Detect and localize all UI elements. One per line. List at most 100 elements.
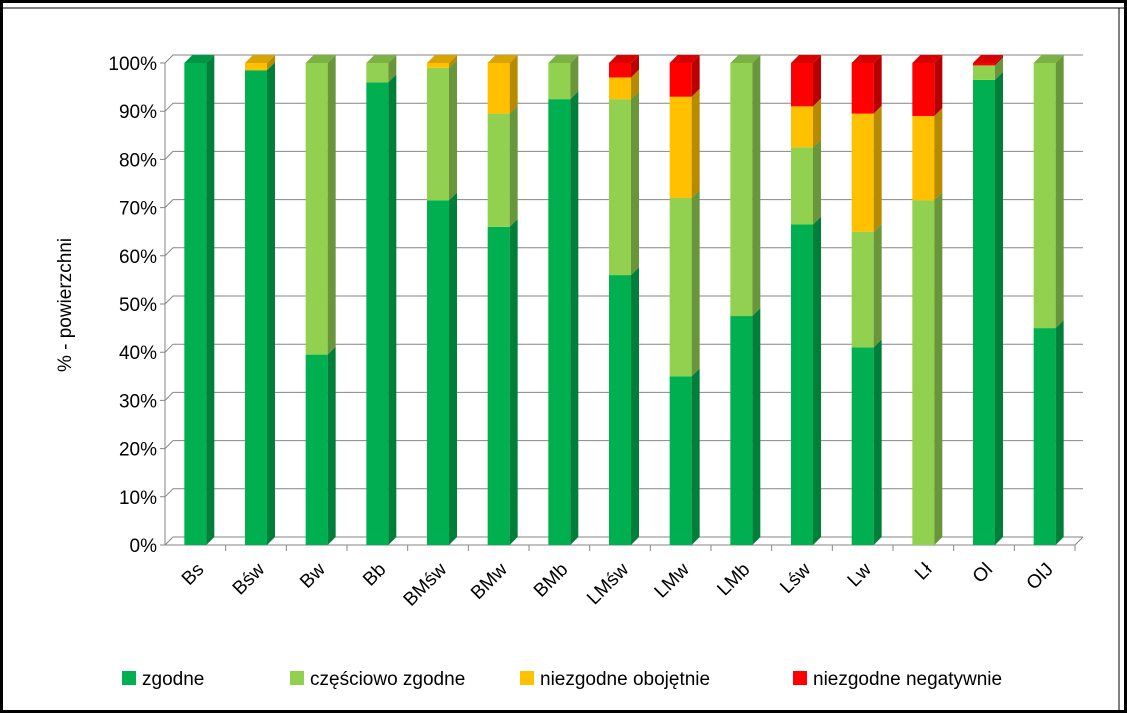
legend-swatch	[520, 671, 534, 685]
bar-segment	[427, 63, 449, 68]
bar-side	[570, 91, 579, 546]
bar-side	[691, 368, 700, 545]
bar-side	[509, 218, 518, 545]
bar-side	[873, 55, 882, 114]
bar-segment	[912, 63, 935, 117]
bar-segment	[851, 113, 874, 232]
bar-side	[388, 74, 397, 545]
bar-segment	[487, 226, 510, 545]
bar-side	[327, 346, 336, 545]
bar-side	[813, 55, 821, 107]
bar-top	[609, 55, 639, 63]
bar-segment	[851, 347, 874, 545]
bar-segment	[366, 63, 389, 83]
bar-top	[669, 55, 700, 63]
bar-side	[691, 88, 700, 198]
y-tick-label: 100%	[108, 54, 157, 75]
bar-top	[487, 55, 518, 63]
bar-side	[873, 105, 882, 232]
bar-segment	[609, 63, 631, 78]
bar-segment	[730, 316, 753, 545]
y-tick-label: 10%	[119, 488, 157, 509]
bar-side	[934, 192, 943, 545]
bar-side	[509, 55, 518, 114]
bar-segment	[305, 354, 328, 545]
bar-side	[752, 308, 761, 545]
bar-segment	[245, 63, 267, 71]
y-tick-label: 90%	[119, 102, 157, 123]
bar-segment	[730, 63, 753, 317]
bar-segment	[609, 77, 631, 100]
legend-label: zgodne	[142, 669, 204, 690]
bar-segment	[609, 275, 631, 545]
y-tick-label: 70%	[119, 199, 157, 220]
bar-segment	[487, 113, 510, 227]
bar-top	[851, 55, 882, 63]
bar-segment	[851, 231, 874, 348]
bar-segment	[305, 63, 328, 355]
bar-top	[245, 55, 275, 63]
bar-segment	[487, 63, 510, 114]
bar-top	[427, 55, 457, 63]
bar-segment	[669, 96, 692, 198]
bar-side	[388, 55, 397, 83]
bar-side	[570, 55, 579, 100]
bar-segment	[1033, 63, 1056, 329]
bar-segment	[851, 63, 874, 114]
bar-side	[1055, 320, 1064, 545]
bar-segment	[1033, 328, 1056, 545]
bar-segment	[912, 116, 935, 201]
bar-segment	[548, 63, 571, 100]
bar-side	[995, 71, 1003, 546]
legend-label: częściowo zgodne	[310, 669, 465, 690]
y-tick-label: 20%	[119, 440, 157, 461]
legend-swatch	[793, 671, 807, 685]
bar-top	[184, 55, 215, 63]
y-tick-label: 80%	[119, 150, 157, 171]
bar-side	[813, 216, 821, 545]
bar-top	[366, 55, 397, 63]
legend-label: niezgodne negatywnie	[813, 669, 1002, 690]
bar-segment	[669, 376, 692, 545]
y-tick-label: 30%	[119, 391, 157, 412]
bar-side	[631, 91, 639, 276]
bar-side	[752, 55, 761, 317]
bar-side	[813, 98, 821, 148]
bar-segment	[791, 106, 813, 148]
bar-side	[449, 192, 457, 545]
bar-side	[813, 139, 821, 225]
bar-segment	[973, 79, 995, 546]
bar-segment	[245, 70, 267, 545]
bar-side	[1055, 55, 1064, 329]
bar-segment	[548, 99, 571, 546]
bar-top	[730, 55, 761, 63]
bar-side	[691, 55, 700, 97]
bar-segment	[973, 65, 995, 80]
bar-side	[631, 267, 639, 545]
bar-segment	[366, 82, 389, 545]
bar-top	[548, 55, 579, 63]
legend-swatch	[122, 671, 136, 685]
bar-side	[449, 55, 457, 68]
bar-side	[509, 105, 518, 227]
bar-segment	[609, 99, 631, 276]
bar-top	[973, 55, 1003, 63]
bar-side	[873, 223, 882, 348]
bar-side	[267, 62, 275, 545]
bar-side	[631, 69, 639, 100]
bar-side	[873, 339, 882, 545]
y-tick-label: 60%	[119, 247, 157, 268]
y-tick-label: 0%	[130, 536, 158, 557]
bar-side	[327, 55, 336, 355]
y-tick-label: 40%	[119, 343, 157, 364]
bar-segment	[973, 63, 995, 66]
bar-top	[791, 55, 821, 63]
bar-segment	[427, 200, 449, 545]
y-tick-label: 50%	[119, 295, 157, 316]
bar-segment	[791, 63, 813, 107]
bar-side	[449, 59, 457, 201]
bar-segment	[669, 197, 692, 377]
bar-side	[934, 108, 943, 201]
bar-top	[1033, 55, 1064, 63]
